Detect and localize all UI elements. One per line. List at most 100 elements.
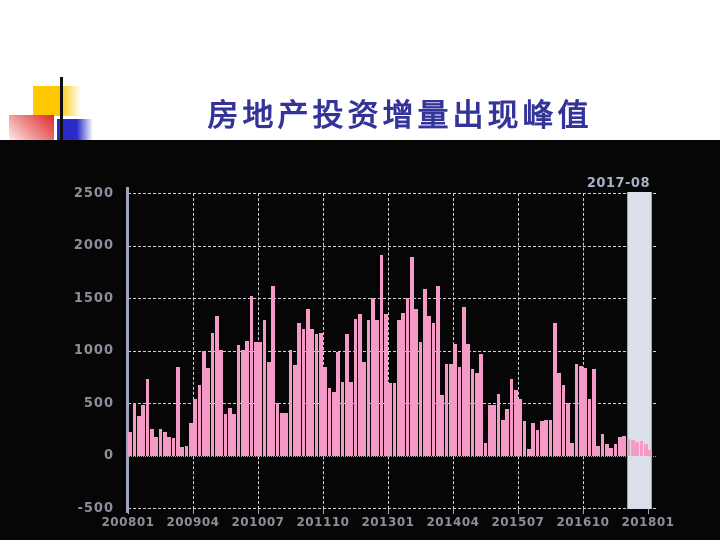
- x-axis-label-201301: 201301: [361, 515, 415, 529]
- bar-201311: [431, 322, 436, 456]
- bar-201604: [557, 372, 561, 456]
- bar-200805: [145, 378, 150, 456]
- bar-201209: [371, 297, 375, 456]
- gridline-x-201301: [388, 193, 389, 509]
- bar-201706: [618, 436, 622, 456]
- decor-yellow-square: [33, 86, 81, 116]
- bar-201707: [622, 435, 626, 456]
- bar-201409: [475, 373, 479, 456]
- bar-201708: [626, 439, 631, 456]
- bar-201107: [310, 328, 314, 456]
- bar-201502: [496, 393, 501, 456]
- bar-201401: [440, 395, 444, 456]
- bar-201307: [414, 308, 418, 456]
- gridline-y-0: [128, 455, 656, 457]
- bar-201102: [288, 350, 293, 456]
- decor-vertical-line: [60, 77, 63, 140]
- bar-201212: [384, 314, 388, 456]
- gridline-y-1000: [128, 350, 656, 352]
- bar-201207: [362, 361, 366, 456]
- bar-201012: [280, 413, 284, 456]
- annotation-last-data-label: 2017-08: [586, 176, 650, 191]
- bar-201310: [427, 316, 431, 456]
- bar-200802: [132, 403, 137, 456]
- bar-201105: [301, 328, 306, 456]
- bar-201008: [262, 319, 267, 456]
- bar-201506: [514, 390, 518, 456]
- bar-200807: [154, 436, 158, 456]
- gridline-y-2500: [128, 193, 656, 194]
- forecast-bar-2: [635, 441, 639, 456]
- bar-201406: [462, 306, 466, 456]
- bar-201106: [306, 308, 310, 456]
- bar-201301: [388, 382, 392, 456]
- gridline-x-200904: [193, 193, 194, 509]
- bar-200809: [163, 432, 167, 456]
- gridline-x-201610: [583, 193, 584, 509]
- slide-title: 房地产投资增量出现峰值: [207, 98, 593, 134]
- y-axis-label-0: 0: [103, 448, 114, 464]
- bar-200902: [184, 446, 189, 456]
- decor-blue-square: [57, 119, 93, 140]
- bar-200812: [176, 367, 180, 456]
- x-axis-tick-201610: [583, 508, 584, 514]
- bar-200806: [150, 428, 154, 456]
- gridline-y-2000: [128, 245, 656, 247]
- bar-201410: [479, 353, 483, 456]
- bar-201312: [436, 286, 440, 456]
- bar-201505: [509, 379, 514, 456]
- x-axis-tick-201801: [648, 508, 649, 514]
- bar-201303: [397, 320, 401, 456]
- forecast-bar-5: [648, 449, 652, 456]
- bar-200910: [219, 350, 223, 456]
- bar-201210: [375, 320, 379, 456]
- x-axis-label-201110: 201110: [296, 515, 350, 529]
- x-axis-label-201801: 201801: [621, 515, 675, 529]
- bar-200908: [210, 333, 215, 456]
- x-axis-tick-201507: [518, 508, 519, 514]
- x-axis-label-200801: 200801: [101, 515, 155, 529]
- forecast-bar-3: [639, 441, 644, 456]
- bar-201101: [284, 413, 288, 456]
- bar-201612: [592, 368, 596, 456]
- bar-201508: [522, 421, 527, 456]
- bar-201204: [349, 382, 353, 456]
- x-axis-label-201610: 201610: [556, 515, 610, 529]
- bar-201010: [271, 286, 275, 456]
- bar-200810: [167, 436, 171, 456]
- gridline-x-201507: [518, 193, 519, 509]
- y-axis-label-1500: 1500: [73, 290, 114, 306]
- gridline-y-1500: [128, 298, 656, 300]
- bar-201405: [457, 366, 462, 456]
- bar-200808: [158, 428, 163, 456]
- bar-201206: [358, 314, 362, 456]
- bar-201110: [323, 366, 327, 456]
- x-axis-label-201507: 201507: [491, 515, 545, 529]
- bar-201601: [544, 419, 548, 456]
- bar-200904: [193, 399, 197, 456]
- bar-201403: [449, 363, 453, 456]
- bar-201112: [332, 391, 336, 456]
- bar-201004: [245, 341, 249, 456]
- gridline-y-500: [128, 403, 656, 405]
- bar-201411: [483, 443, 488, 456]
- bar-201705: [613, 443, 618, 456]
- bar-201302: [392, 382, 397, 456]
- bar-201002: [236, 344, 241, 456]
- bar-201103: [293, 365, 297, 456]
- bar-200901: [180, 446, 184, 456]
- bar-201701: [596, 446, 600, 456]
- bar-201003: [241, 350, 245, 456]
- bar-200906: [202, 350, 206, 456]
- bar-201702: [600, 433, 605, 456]
- y-axis-label-2000: 2000: [73, 238, 114, 254]
- bar-201511: [535, 430, 540, 456]
- forecast-bar-1: [631, 440, 635, 456]
- gridline-x-201110: [323, 193, 324, 509]
- bar-201208: [366, 320, 371, 456]
- bar-201205: [353, 318, 358, 456]
- bar-201007: [258, 342, 262, 456]
- y-axis-line: [125, 187, 129, 513]
- bar-201005: [249, 295, 254, 456]
- bar-201602: [548, 419, 553, 456]
